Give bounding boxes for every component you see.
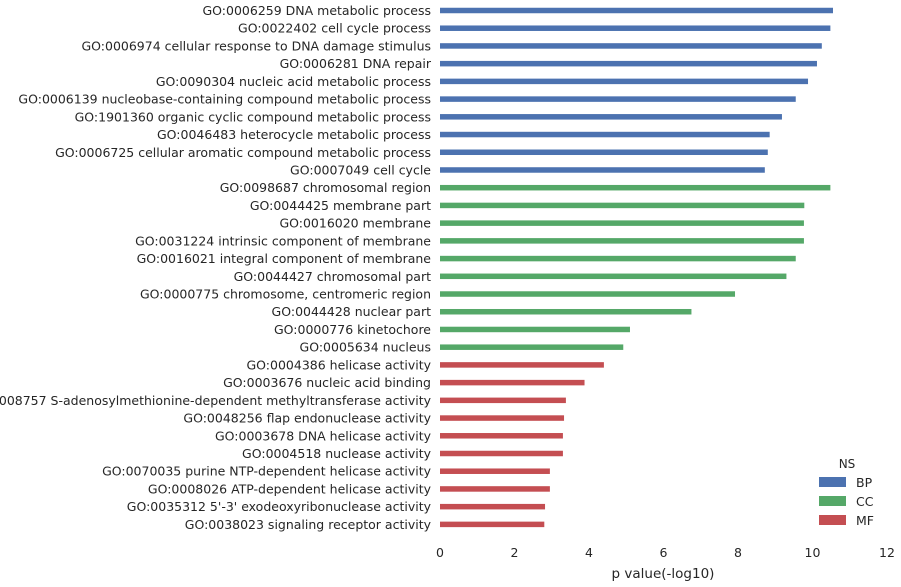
legend: NS BP CC MF xyxy=(819,457,874,528)
bar-10 xyxy=(440,167,765,173)
x-tick-label-6: 6 xyxy=(660,545,668,560)
category-label-28: GO:0008026 ATP-dependent helicase activi… xyxy=(148,481,432,496)
legend-entries-group: BP CC MF xyxy=(819,475,874,528)
legend-label-bp: BP xyxy=(856,475,873,490)
bar-3 xyxy=(440,43,822,49)
legend-label-mf: MF xyxy=(856,513,874,528)
category-label-16: GO:0044427 chromosomal part xyxy=(234,269,431,284)
category-label-2: GO:0022402 cell cycle process xyxy=(238,21,431,36)
category-label-22: GO:0003676 nucleic acid binding xyxy=(223,375,431,390)
bar-20 xyxy=(440,344,624,350)
category-label-5: GO:0090304 nucleic acid metabolic proces… xyxy=(156,74,431,89)
category-label-3: GO:0006974 cellular response to DNA dama… xyxy=(81,38,431,53)
bar-29 xyxy=(440,503,546,510)
bar-27 xyxy=(440,468,550,474)
x-tick-label-0: 0 xyxy=(436,545,444,560)
category-label-25: GO:0003678 DNA helicase activity xyxy=(215,428,432,443)
category-label-7: GO:1901360 organic cyclic compound metab… xyxy=(75,109,431,124)
x-tick-labels-group: 0 2 4 6 8 10 12 xyxy=(436,545,895,560)
bar-22 xyxy=(440,379,585,386)
legend-label-cc: CC xyxy=(856,494,874,509)
category-label-17: GO:0000775 chromosome, centromeric regio… xyxy=(140,287,431,302)
category-label-13: GO:0016020 membrane xyxy=(279,216,431,231)
bar-25 xyxy=(440,433,563,439)
bar-1 xyxy=(440,7,833,14)
category-label-30: GO:0038023 signaling receptor activity xyxy=(185,517,432,532)
bar-12 xyxy=(440,202,805,209)
legend-swatch-cc xyxy=(819,496,846,506)
category-label-8: GO:0046483 heterocycle metabolic process xyxy=(157,127,431,142)
x-tick-label-12: 12 xyxy=(879,545,895,560)
bar-28 xyxy=(440,486,550,492)
category-label-21: GO:0004386 helicase activity xyxy=(246,357,431,372)
bar-4 xyxy=(440,60,817,67)
category-label-23: GO:0008757 S-adenosylmethionine-dependen… xyxy=(0,393,432,408)
category-label-14: GO:0031224 intrinsic component of membra… xyxy=(135,233,431,248)
legend-title: NS xyxy=(839,457,856,471)
bar-8 xyxy=(440,131,770,138)
category-label-18: GO:0044428 nuclear part xyxy=(272,304,432,319)
bar-9 xyxy=(440,149,768,156)
category-label-24: GO:0048256 flap endonuclease activity xyxy=(183,411,431,426)
bar-7 xyxy=(440,114,782,120)
x-tick-label-8: 8 xyxy=(734,545,742,560)
bars-group xyxy=(440,7,833,528)
category-label-11: GO:0098687 chromosomal region xyxy=(220,180,431,195)
category-label-19: GO:0000776 kinetochore xyxy=(274,322,431,337)
category-label-15: GO:0016021 integral component of membran… xyxy=(137,251,432,266)
bar-14 xyxy=(440,238,804,244)
x-tick-label-10: 10 xyxy=(805,545,821,560)
x-tick-label-2: 2 xyxy=(511,545,519,560)
bar-17 xyxy=(440,291,736,297)
bar-18 xyxy=(440,308,692,315)
category-label-20: GO:0005634 nucleus xyxy=(300,340,431,355)
category-label-6: GO:0006139 nucleobase-containing compoun… xyxy=(18,92,431,107)
bar-5 xyxy=(440,78,809,85)
category-label-1: GO:0006259 DNA metabolic process xyxy=(203,3,432,18)
bar-6 xyxy=(440,96,796,102)
x-axis-title: p value(-log10) xyxy=(612,566,715,582)
x-tick-label-4: 4 xyxy=(585,545,593,560)
bar-2 xyxy=(440,25,831,31)
bar-24 xyxy=(440,415,565,421)
bar-15 xyxy=(440,255,796,262)
category-label-10: GO:0007049 cell cycle xyxy=(290,162,431,177)
category-label-29: GO:0035312 5'-3' exodeoxyribonuclease ac… xyxy=(127,499,432,514)
category-label-4: GO:0006281 DNA repair xyxy=(280,56,432,71)
bar-21 xyxy=(440,362,604,368)
category-label-26: GO:0004518 nuclease activity xyxy=(242,446,432,461)
bar-30 xyxy=(440,521,545,528)
bar-23 xyxy=(440,397,566,404)
bar-13 xyxy=(440,220,804,226)
category-label-9: GO:0006725 cellular aromatic compound me… xyxy=(55,145,431,160)
category-label-27: GO:0070035 purine NTP-dependent helicase… xyxy=(102,464,432,479)
bar-19 xyxy=(440,326,630,333)
category-labels-group: GO:0006259 DNA metabolic process GO:00224… xyxy=(0,3,432,532)
category-label-12: GO:0044425 membrane part xyxy=(250,198,431,213)
legend-swatch-bp xyxy=(819,477,846,487)
legend-swatch-mf xyxy=(819,515,846,525)
bar-11 xyxy=(440,184,831,191)
bar-16 xyxy=(440,273,787,280)
bar-26 xyxy=(440,450,563,457)
